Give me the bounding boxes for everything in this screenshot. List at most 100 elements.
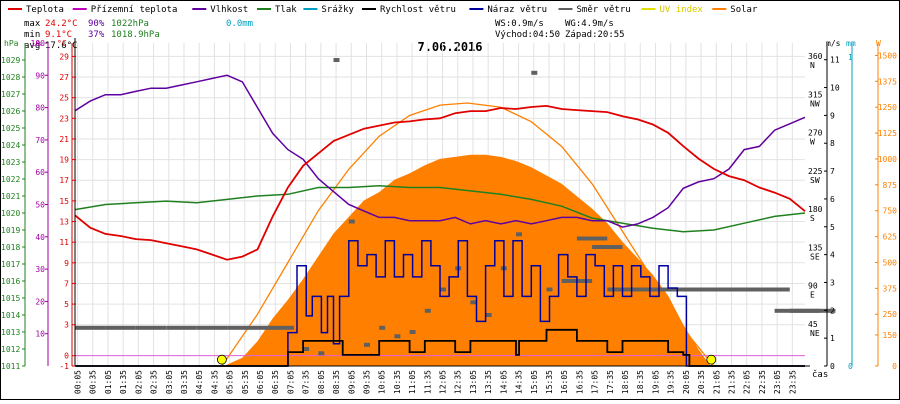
ms-tick-8: 8 — [830, 139, 835, 148]
wind-direction-mark — [576, 236, 608, 241]
wind-direction-mark — [105, 325, 136, 330]
ms-tick-9: 9 — [830, 111, 835, 120]
wind-direction-mark — [196, 325, 228, 330]
x-tick-8: 04:05 — [195, 370, 204, 394]
wind-direction-mark — [592, 245, 623, 249]
x-tick-32: 16:05 — [560, 370, 569, 394]
series-temperature — [74, 104, 806, 261]
temp-tick-15: 29 — [59, 52, 69, 61]
wind-direction-mark — [546, 287, 553, 292]
x-tick-10: 05:05 — [226, 370, 235, 394]
pct-tick-6: 70 — [35, 136, 45, 145]
x-tick-37: 18:35 — [636, 370, 645, 394]
rain-total: 0.0mm — [226, 19, 253, 29]
legend-label-0: Teplota — [26, 5, 64, 15]
temp-unit: °C — [57, 39, 67, 48]
temp-tick-3: 5 — [64, 300, 69, 309]
hpa-tick-16: 1027 — [1, 90, 20, 99]
x-tick-36: 18:05 — [621, 370, 630, 394]
legend-label-5: Rychlost větru — [380, 5, 456, 15]
legend-label-9: Solar — [730, 5, 758, 15]
x-tick-7: 03:35 — [180, 370, 189, 394]
wind-direction-mark — [379, 325, 386, 330]
dir-deg-tick-5: 270 — [808, 129, 823, 138]
x-tick-34: 17:05 — [591, 370, 600, 394]
pct-tick-3: 40 — [35, 233, 45, 242]
dir-deg-tick-7: 360 — [808, 52, 823, 61]
hpa-tick-5: 1016 — [1, 277, 20, 286]
chart-title: 7.06.2016 — [417, 40, 482, 54]
x-tick-23: 11:35 — [423, 370, 432, 394]
wind-direction-mark — [287, 325, 294, 330]
x-tick-21: 10:35 — [393, 370, 402, 394]
w-unit: W — [876, 39, 881, 48]
wind-direction-mark — [394, 334, 401, 339]
x-tick-6: 03:05 — [165, 370, 174, 394]
x-tick-28: 14:05 — [499, 370, 508, 394]
x-tick-42: 21:05 — [712, 370, 721, 394]
x-tick-2: 01:05 — [104, 370, 113, 394]
dir-name-tick-2: SE — [810, 252, 820, 261]
hpa-tick-18: 1029 — [1, 56, 20, 65]
x-tick-9: 04:35 — [210, 370, 219, 394]
pct-unit: % — [36, 39, 41, 48]
series-solar-max — [221, 102, 717, 367]
w-tick-8: 1000 — [878, 155, 897, 164]
wind-direction-mark — [166, 325, 197, 330]
x-tick-46: 23:05 — [773, 370, 782, 394]
x-tick-26: 13:05 — [469, 370, 478, 394]
sunrise-marker — [216, 354, 227, 365]
legend-label-4: Srážky — [321, 5, 354, 15]
hpa-tick-4: 1015 — [1, 294, 20, 303]
ms-tick-0: 0 — [830, 362, 835, 371]
dir-deg-tick-2: 135 — [808, 243, 823, 252]
x-tick-41: 20:35 — [697, 370, 706, 394]
w-tick-2: 250 — [883, 310, 898, 319]
pct-tick-2: 30 — [35, 265, 45, 274]
sunset-time: Západ:20:55 — [565, 30, 625, 40]
wind-direction-mark — [424, 308, 431, 313]
ms-tick-11: 11 — [830, 56, 840, 65]
wind-direction-mark — [805, 308, 836, 313]
w-tick-6: 750 — [883, 207, 898, 216]
w-tick-11: 1375 — [878, 77, 897, 86]
x-tick-15: 07:35 — [302, 370, 311, 394]
w-tick-9: 1125 — [878, 129, 897, 138]
legend-label-1: Přízemní teplota — [91, 5, 178, 15]
x-tick-14: 07:05 — [286, 370, 295, 394]
w-tick-7: 875 — [883, 181, 898, 190]
temp-tick-5: 9 — [64, 259, 69, 268]
dir-deg-tick-4: 225 — [808, 167, 823, 176]
wind-gust-summary: WG:4.9m/s — [565, 19, 614, 29]
avg-label: avg — [24, 41, 40, 51]
wind-direction-mark — [227, 325, 258, 330]
plot-area — [74, 43, 836, 367]
x-tick-20: 10:05 — [378, 370, 387, 394]
ms-tick-1: 1 — [830, 334, 835, 343]
max-label: max — [24, 19, 41, 29]
w-tick-4: 500 — [883, 258, 898, 267]
wind-direction-mark — [348, 219, 355, 224]
x-tick-40: 20:05 — [682, 370, 691, 394]
hpa-tick-11: 1022 — [1, 175, 20, 184]
x-tick-35: 17:35 — [606, 370, 615, 394]
hpa-unit: hPa — [4, 39, 19, 48]
w-tick-3: 375 — [883, 284, 898, 293]
temp-tick-13: 25 — [59, 94, 69, 103]
x-tick-12: 06:05 — [256, 370, 265, 394]
ms-tick-7: 7 — [830, 167, 835, 176]
ms-unit: m/s — [826, 39, 841, 48]
wind-direction-mark — [531, 70, 538, 75]
dir-name-tick-4: SW — [810, 176, 820, 185]
ms-tick-6: 6 — [830, 195, 835, 204]
legend-label-2: Vlhkost — [210, 5, 248, 15]
wind-speed-summary: WS:0.9m/s — [495, 19, 544, 29]
w-tick-0: 0 — [892, 362, 897, 371]
x-tick-17: 08:35 — [332, 370, 341, 394]
x-tick-1: 00:35 — [89, 370, 98, 394]
hum-max: 90% — [88, 19, 105, 29]
temp-max: 24.2°C — [45, 19, 78, 29]
x-tick-24: 12:05 — [439, 370, 448, 394]
temp-tick-7: 13 — [59, 218, 69, 227]
hpa-tick-9: 1020 — [1, 209, 20, 218]
